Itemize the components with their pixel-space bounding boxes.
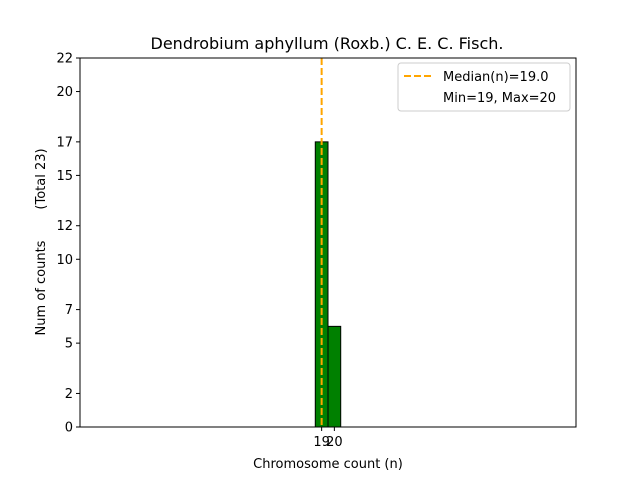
- plot-area: [188, 58, 379, 428]
- histogram-bar-20: [327, 325, 342, 428]
- y-tick-label-5: 5: [65, 337, 73, 352]
- y-tick-label-7: 7: [65, 303, 73, 318]
- y-tick-label-22: 22: [56, 52, 73, 67]
- chart-title: Dendrobium aphyllum (Roxb.) C. E. C. Fis…: [151, 34, 504, 53]
- legend-minmax-entry: Min=19, Max=20: [443, 91, 556, 106]
- y-tick-label-10: 10: [56, 253, 73, 268]
- legend-box: [397, 62, 571, 112]
- legend-median-entry: Median(n)=19.0: [443, 70, 549, 85]
- y-tick-label-2: 2: [65, 387, 73, 402]
- y-axis-label: Num of counts: [34, 240, 49, 335]
- y-tick-label-17: 17: [56, 135, 73, 150]
- y-tick-label-15: 15: [56, 169, 73, 184]
- y-tick-label-0: 0: [65, 421, 73, 436]
- x-tick-label-20: 20: [326, 435, 343, 450]
- axes-frame: [79, 57, 577, 428]
- x-axis-label: Chromosome count (n): [253, 457, 403, 472]
- x-tick-label-19: 19: [313, 435, 330, 450]
- legend: Median(n)=19.0 Min=19, Max=20: [397, 62, 571, 112]
- y-tick-label-12: 12: [56, 219, 73, 234]
- y-axis-total-label: (Total 23): [34, 148, 49, 209]
- y-tick-label-20: 20: [56, 85, 73, 100]
